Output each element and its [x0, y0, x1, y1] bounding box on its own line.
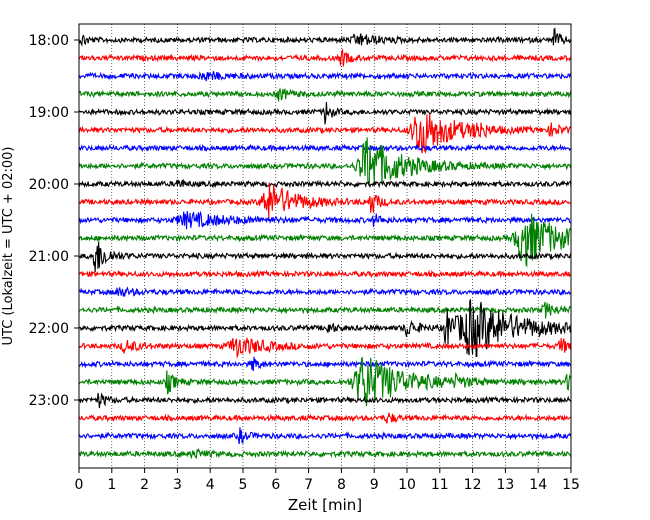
trace-2300 — [78, 392, 572, 409]
x-tick-label: 5 — [239, 477, 248, 493]
x-tick-label: 3 — [173, 477, 182, 493]
x-tick-label: 2 — [140, 477, 149, 493]
x-tick-label: 1 — [107, 477, 116, 493]
trace-2200 — [78, 299, 572, 358]
x-axis-ticks: 0 1 2 3 4 5 6 7 8 9 10 11 12 13 14 15 — [75, 468, 580, 493]
trace-2000 — [78, 178, 572, 189]
trace-2345 — [78, 447, 572, 460]
x-tick-label: 8 — [337, 477, 346, 493]
seismic-traces — [78, 27, 572, 460]
x-tick-label: 4 — [206, 477, 215, 493]
trace-2100 — [78, 241, 572, 273]
x-tick-label: 11 — [431, 477, 449, 493]
trace-1800 — [78, 27, 572, 47]
y-tick-label: 23:00 — [29, 393, 69, 409]
trace-1830 — [78, 71, 572, 82]
trace-2230 — [78, 356, 572, 371]
trace-2145 — [78, 301, 572, 319]
trace-1845 — [78, 87, 572, 102]
trace-2115 — [78, 269, 572, 279]
y-axis-ticks: 18:00 19:00 20:00 21:00 22:00 23:00 — [29, 33, 79, 409]
trace-2330 — [78, 427, 572, 445]
x-tick-label: 13 — [496, 477, 514, 493]
trace-2215 — [78, 337, 572, 359]
x-tick-label: 0 — [75, 477, 84, 493]
x-tick-label: 15 — [562, 477, 580, 493]
x-axis-label: Zeit [min] — [288, 496, 362, 514]
trace-2245 — [78, 356, 572, 407]
plot-frame — [78, 23, 572, 469]
trace-1930 — [78, 143, 572, 153]
trace-2030 — [78, 210, 572, 230]
vertical-grid — [111, 24, 539, 468]
y-tick-label: 20:00 — [29, 177, 69, 193]
trace-1815 — [78, 48, 572, 67]
trace-2315 — [78, 412, 572, 424]
x-tick-label: 10 — [398, 477, 416, 493]
trace-2015 — [78, 182, 572, 218]
y-tick-label: 19:00 — [29, 105, 69, 121]
trace-2045 — [78, 213, 572, 268]
x-tick-label: 14 — [529, 477, 547, 493]
y-axis-label: UTC (Lokalzeit = UTC + 02:00) — [1, 147, 16, 346]
x-tick-label: 12 — [464, 477, 482, 493]
trace-1900 — [78, 101, 572, 125]
x-tick-label: 9 — [370, 477, 379, 493]
y-tick-label: 22:00 — [29, 321, 69, 337]
x-tick-label: 6 — [271, 477, 280, 493]
x-tick-label: 7 — [304, 477, 313, 493]
trace-2130 — [78, 286, 572, 297]
y-tick-label: 18:00 — [29, 33, 69, 49]
y-tick-label: 21:00 — [29, 249, 69, 265]
trace-1945 — [78, 137, 572, 187]
trace-1915 — [78, 113, 572, 154]
